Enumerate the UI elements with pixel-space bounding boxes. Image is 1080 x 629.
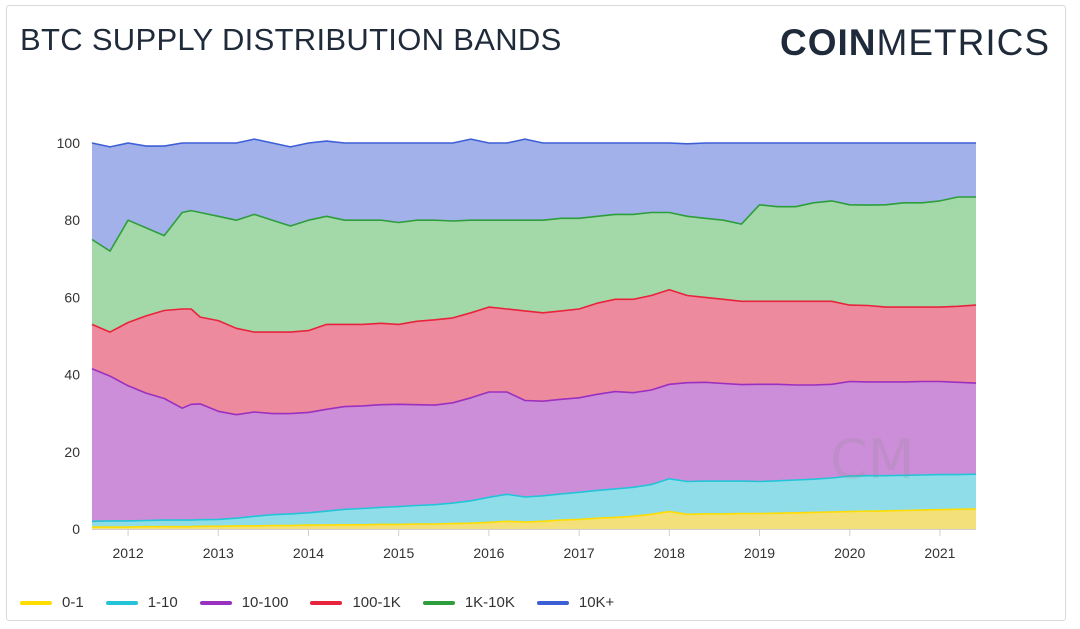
- area-10kplus: [92, 139, 976, 252]
- y-tick-label: 20: [64, 444, 80, 460]
- area-1k-10k: [92, 197, 976, 333]
- area-10-100: [92, 368, 976, 522]
- x-axis: 2012 2013 2014 2015 2016 2017 2018 2019 2020 2021: [92, 529, 976, 561]
- chart-legend: 0-1 1-10 10-100 100-1K 1K-10K 10K+: [20, 594, 636, 611]
- legend-swatch: [20, 600, 52, 605]
- legend-label: 1-10: [147, 594, 178, 611]
- legend-item[interactable]: 1K-10K: [422, 594, 515, 611]
- legend-item[interactable]: 1-10: [105, 594, 178, 611]
- x-tick-label: 2014: [293, 545, 324, 561]
- legend-label: 100-1K: [352, 594, 401, 611]
- legend-item[interactable]: 100-1K: [310, 594, 401, 611]
- x-tick-label: 2013: [203, 545, 234, 561]
- logo-coin-text: COIN: [780, 22, 877, 63]
- x-tick-label: 2018: [654, 545, 685, 561]
- line-10kplus: [91, 138, 976, 148]
- logo-metrics-text: METRICS: [876, 22, 1050, 63]
- line-1-10: [91, 473, 977, 523]
- x-tick-label: 2017: [564, 545, 595, 561]
- legend-label: 10-100: [241, 594, 289, 611]
- cm-watermark: CM: [830, 428, 914, 491]
- legend-item[interactable]: 10-100: [199, 594, 289, 611]
- y-tick-label: 40: [64, 367, 80, 383]
- legend-item[interactable]: 10K+: [536, 594, 615, 611]
- line-100-1k: [91, 288, 977, 333]
- x-tick-label: 2019: [744, 545, 775, 561]
- legend-swatch: [105, 600, 138, 605]
- y-tick-label: 100: [57, 135, 81, 151]
- area-1-10: [92, 474, 976, 528]
- x-tick-label: 2016: [473, 545, 504, 561]
- y-axis: 0 20 40 60 80 100: [57, 135, 81, 537]
- line-0-1: [92, 508, 977, 528]
- coinmetrics-logo: COINMETRICS: [780, 22, 1050, 64]
- legend-label: 1K-10K: [464, 594, 515, 611]
- x-tick-label: 2020: [834, 545, 865, 561]
- legend-swatch: [422, 600, 455, 605]
- legend-label: 0-1: [62, 594, 84, 611]
- x-tick-label: 2021: [924, 545, 955, 561]
- x-tick-label: 2015: [383, 545, 414, 561]
- line-1k-10k: [91, 196, 976, 252]
- line-10-100: [91, 368, 977, 416]
- y-tick-label: 60: [64, 289, 80, 305]
- y-tick-label: 0: [72, 521, 80, 537]
- legend-swatch: [310, 600, 343, 605]
- legend-label: 10K+: [578, 594, 615, 611]
- legend-swatch: [536, 600, 569, 605]
- legend-swatch: [199, 600, 232, 605]
- chart-title: BTC SUPPLY DISTRIBUTION BANDS: [20, 22, 562, 57]
- x-tick-label: 2012: [113, 545, 144, 561]
- y-tick-label: 80: [64, 212, 80, 228]
- legend-item[interactable]: 0-1: [20, 594, 84, 611]
- series-lines-group: [91, 138, 977, 528]
- area-100-1k: [92, 289, 976, 415]
